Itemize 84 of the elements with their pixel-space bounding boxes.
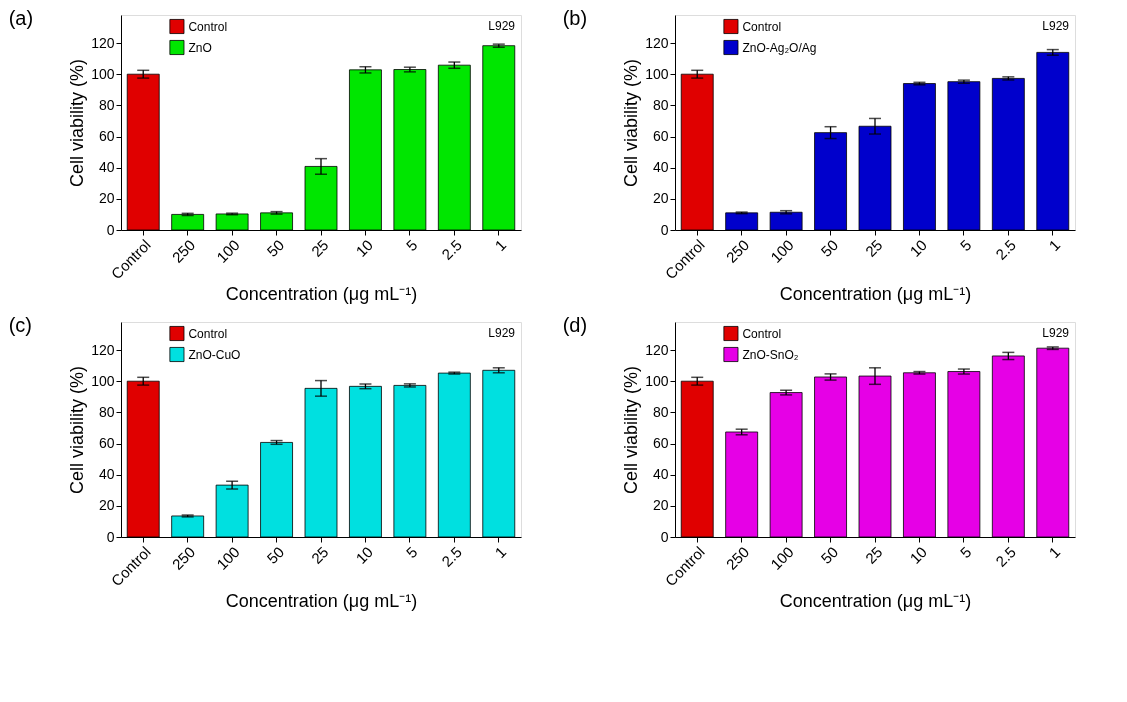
- legend-label: Control: [188, 19, 228, 34]
- legend-label: Control: [188, 326, 228, 341]
- y-tick-label: 120: [645, 341, 669, 358]
- y-tick-label: 80: [652, 403, 669, 420]
- x-tick-label: 10: [906, 543, 931, 567]
- x-axis-title: Concentration (μg mL⁻¹): [779, 591, 972, 612]
- y-tick-label: 100: [645, 372, 669, 389]
- x-tick-label: 250: [722, 236, 753, 266]
- legend-label: ZnO-Ag₂O/Ag: [742, 40, 817, 55]
- x-tick-label: 5: [956, 236, 975, 255]
- x-tick-label: 5: [402, 236, 421, 255]
- x-tick-label: 250: [168, 236, 199, 266]
- y-tick-label: 0: [106, 528, 115, 545]
- y-tick-label: 60: [652, 128, 669, 145]
- y-tick-label: 120: [645, 34, 669, 51]
- x-tick-label: 2.5: [438, 236, 465, 263]
- y-axis-title: Cell viability (%): [621, 58, 642, 188]
- y-axis-title: Cell viability (%): [67, 58, 88, 188]
- y-tick-label: 20: [652, 497, 669, 514]
- y-tick-label: 60: [98, 435, 115, 452]
- y-tick-label: 40: [98, 159, 115, 176]
- chart-title: (d): [562, 314, 588, 336]
- x-tick-label: 100: [767, 543, 797, 573]
- x-tick-label: 50: [263, 543, 288, 567]
- y-tick-label: 0: [660, 528, 669, 545]
- x-tick-label: 50: [817, 543, 842, 567]
- y-tick-label: 100: [91, 65, 115, 82]
- y-tick-label: 60: [98, 128, 115, 145]
- y-tick-label: 100: [91, 372, 115, 389]
- chart-title: (a): [8, 7, 34, 29]
- x-tick-label: 25: [861, 543, 886, 567]
- x-axis-title: Concentration (μg mL⁻¹): [779, 284, 972, 305]
- chart-title: (c): [8, 314, 32, 336]
- x-tick-label: 5: [956, 543, 975, 562]
- x-tick-label: 10: [352, 543, 377, 567]
- y-tick-label: 40: [98, 466, 115, 483]
- x-tick-label: 2.5: [992, 543, 1019, 570]
- y-tick-label: 0: [660, 221, 669, 238]
- x-tick-label: 100: [213, 543, 243, 573]
- legend-label: ZnO-SnO₂: [742, 347, 799, 362]
- y-tick-label: 120: [91, 34, 115, 51]
- y-axis-title: Cell viability (%): [621, 365, 642, 495]
- annotation: L929: [488, 19, 516, 33]
- y-tick-label: 40: [652, 466, 669, 483]
- y-tick-label: 80: [98, 403, 115, 420]
- y-axis-title: Cell viability (%): [67, 365, 88, 495]
- annotation: L929: [1042, 19, 1070, 33]
- y-tick-label: 0: [106, 221, 115, 238]
- y-tick-label: 60: [652, 435, 669, 452]
- x-axis-title: Concentration (μg mL⁻¹): [225, 591, 418, 612]
- x-tick-label: 1: [491, 543, 510, 562]
- x-tick-label: 100: [213, 236, 243, 266]
- y-tick-label: 20: [652, 190, 669, 207]
- y-tick-label: 40: [652, 159, 669, 176]
- x-tick-label: 10: [352, 236, 377, 260]
- x-tick-label: 25: [307, 236, 332, 260]
- y-tick-label: 80: [98, 96, 115, 113]
- x-tick-label: 100: [767, 236, 797, 266]
- x-tick-label: 1: [1045, 543, 1064, 562]
- x-tick-label: 250: [168, 543, 199, 573]
- legend-label: ZnO: [188, 40, 212, 55]
- x-tick-label: 250: [722, 543, 753, 573]
- y-tick-label: 20: [98, 497, 115, 514]
- y-tick-label: 120: [91, 341, 115, 358]
- x-tick-label: 5: [402, 543, 421, 562]
- y-tick-label: 20: [98, 190, 115, 207]
- legend-label: Control: [742, 19, 782, 34]
- x-tick-label: 2.5: [992, 236, 1019, 263]
- annotation: L929: [1042, 326, 1070, 340]
- x-tick-label: 25: [307, 543, 332, 567]
- x-tick-label: 10: [906, 236, 931, 260]
- x-axis-title: Concentration (μg mL⁻¹): [225, 284, 418, 305]
- x-tick-label: 25: [861, 236, 886, 260]
- x-tick-label: 1: [1045, 236, 1064, 255]
- x-tick-label: 50: [263, 236, 288, 260]
- y-tick-label: 100: [645, 65, 669, 82]
- legend-label: ZnO-CuO: [188, 347, 241, 362]
- y-tick-label: 80: [652, 96, 669, 113]
- x-tick-label: 1: [491, 236, 510, 255]
- annotation: L929: [488, 326, 516, 340]
- chart-title: (b): [562, 7, 588, 29]
- legend-label: Control: [742, 326, 782, 341]
- x-tick-label: 50: [817, 236, 842, 260]
- x-tick-label: 2.5: [438, 543, 465, 570]
